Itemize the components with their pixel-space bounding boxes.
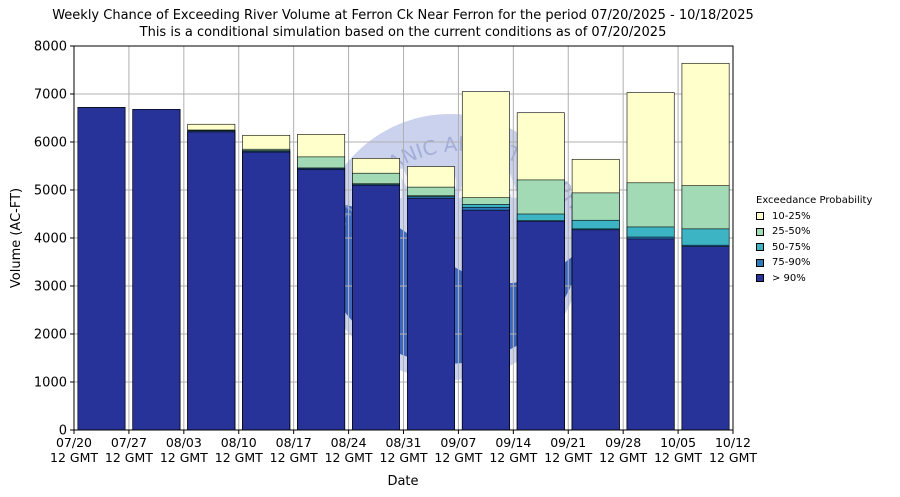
bar-08-17-90 xyxy=(297,169,346,431)
bar-08-24-90 xyxy=(352,184,400,431)
bar-08-10-90 xyxy=(242,151,291,431)
chart-title: Weekly Chance of Exceeding River Volume … xyxy=(52,8,754,23)
x-tick-label-date: 10/05 xyxy=(660,435,696,450)
legend-swatch xyxy=(756,212,764,221)
bar-07-20-90 xyxy=(77,107,126,431)
x-tick-label-time: 12 GMT xyxy=(50,450,98,465)
x-tick-label-date: 08/10 xyxy=(221,435,257,450)
x-tick-label-time: 12 GMT xyxy=(270,450,318,465)
legend-item: 25-50% xyxy=(756,224,872,240)
x-tick-label-date: 09/07 xyxy=(440,435,476,450)
bar-09-28-90 xyxy=(626,238,675,431)
y-tick-label: 8000 xyxy=(34,40,67,55)
legend-label: 75-90% xyxy=(772,257,811,268)
legend-item: > 90% xyxy=(756,271,872,287)
x-tick-label-time: 12 GMT xyxy=(709,450,757,465)
x-tick-label-date: 09/14 xyxy=(495,435,531,450)
x-tick-label-date: 08/03 xyxy=(166,435,202,450)
y-tick-label: 1000 xyxy=(34,376,67,391)
y-tick-label: 0 xyxy=(59,424,67,439)
bar-09-14-90 xyxy=(516,220,565,431)
x-tick-label-date: 09/28 xyxy=(605,435,641,450)
y-tick-label: 3000 xyxy=(34,280,67,295)
x-tick-label-date: 08/24 xyxy=(331,435,367,450)
x-axis-label: Date xyxy=(387,474,418,489)
bar-07-27-90 xyxy=(132,109,181,431)
legend-swatch xyxy=(756,243,764,252)
bars-group xyxy=(77,62,730,431)
y-tick-label: 2000 xyxy=(34,328,67,343)
bar-09-21-90 xyxy=(571,229,620,431)
legend-item: 10-25% xyxy=(756,209,872,225)
x-tick-label-time: 12 GMT xyxy=(380,450,428,465)
x-tick-label-time: 12 GMT xyxy=(544,450,592,465)
x-tick-label-time: 12 GMT xyxy=(489,450,537,465)
legend-swatch xyxy=(756,258,764,267)
legend-item: 75-90% xyxy=(756,255,872,271)
legend-label: > 90% xyxy=(772,272,806,284)
legend-swatch xyxy=(756,227,764,236)
legend-swatch xyxy=(756,274,764,283)
y-tick-label: 5000 xyxy=(34,184,67,199)
legend-label: 10-25% xyxy=(772,210,811,222)
bar-09-07-90 xyxy=(461,209,510,431)
x-tick-label-date: 09/21 xyxy=(550,435,586,450)
x-tick-label-time: 12 GMT xyxy=(105,450,153,465)
x-tick-label-time: 12 GMT xyxy=(160,450,208,465)
y-axis: 0 1000 2000 3000 4000 5000 6000 7000 8000 xyxy=(34,40,74,439)
x-tick-label-date: 07/20 xyxy=(56,435,92,450)
y-axis-label: Volume (AC-FT) xyxy=(9,188,24,288)
x-tick-label-time: 12 GMT xyxy=(325,450,373,465)
legend: Exceedance Probability 10-25% 25-50% 50-75… xyxy=(756,193,872,286)
x-tick-label-time: 12 GMT xyxy=(599,450,647,465)
y-tick-label: 4000 xyxy=(34,232,67,247)
x-tick-label-date: 07/27 xyxy=(111,435,147,450)
legend-label: 25-50% xyxy=(772,226,811,237)
x-tick-label-date: 10/12 xyxy=(715,435,751,450)
x-tick-label-date: 08/31 xyxy=(385,435,421,450)
bar-10-05-90 xyxy=(681,246,730,431)
y-tick-label: 6000 xyxy=(34,136,67,151)
x-tick-label-time: 12 GMT xyxy=(654,450,702,465)
legend-label: 50-75% xyxy=(772,241,811,253)
legend-title: Exceedance Probability xyxy=(756,195,873,206)
x-tick-label-time: 12 GMT xyxy=(434,450,482,465)
bar-08-03-90 xyxy=(187,131,236,431)
legend-item: 50-75% xyxy=(756,240,872,256)
y-tick-label: 7000 xyxy=(34,88,67,103)
x-tick-label-time: 12 GMT xyxy=(215,450,263,465)
chart-subtitle: This is a conditional simulation based o… xyxy=(139,25,667,40)
bar-08-31-90 xyxy=(407,197,455,431)
x-tick-label-date: 08/17 xyxy=(276,435,312,450)
